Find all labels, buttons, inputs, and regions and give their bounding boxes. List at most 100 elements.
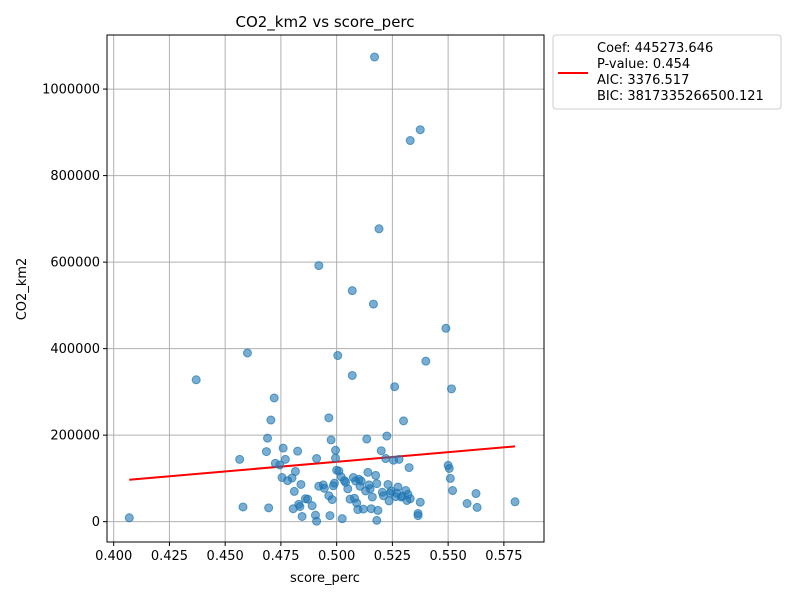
data-point xyxy=(372,479,382,489)
data-point xyxy=(261,447,271,457)
data-points xyxy=(124,52,520,526)
data-point xyxy=(367,492,377,502)
data-point xyxy=(347,370,357,380)
data-point xyxy=(337,514,347,524)
data-point xyxy=(307,501,317,511)
data-point xyxy=(238,502,248,512)
x-tick-label: 0.475 xyxy=(262,549,299,564)
data-point xyxy=(372,515,382,525)
data-point xyxy=(296,479,306,489)
data-point xyxy=(314,261,324,271)
x-tick-label: 0.575 xyxy=(485,549,522,564)
data-point xyxy=(191,375,201,385)
data-point xyxy=(303,494,313,504)
data-point xyxy=(275,460,285,470)
data-point xyxy=(343,484,353,494)
data-point xyxy=(295,502,305,512)
legend-pvalue: P-value: 0.454 xyxy=(597,57,690,72)
data-point xyxy=(312,454,322,464)
grid-lines xyxy=(107,35,544,542)
data-point xyxy=(373,505,383,515)
y-tick-label: 800000 xyxy=(50,169,100,184)
data-point xyxy=(235,454,245,464)
data-point xyxy=(331,445,341,455)
data-point xyxy=(365,484,375,494)
x-tick-label: 0.500 xyxy=(318,549,355,564)
data-point xyxy=(324,413,334,423)
data-point xyxy=(446,384,456,394)
x-tick-label: 0.425 xyxy=(151,549,188,564)
x-tick-label: 0.525 xyxy=(374,549,411,564)
data-point xyxy=(362,434,372,444)
legend-bic: BIC: 3817335266500.121 xyxy=(597,89,764,104)
data-point xyxy=(399,416,409,426)
data-point xyxy=(327,495,337,505)
data-point xyxy=(263,433,273,443)
y-tick-label: 200000 xyxy=(50,429,100,444)
data-point xyxy=(405,494,415,504)
y-tick-label: 1000000 xyxy=(42,83,100,98)
x-tick-label: 0.450 xyxy=(207,549,244,564)
plot-area-frame xyxy=(106,34,545,543)
data-point xyxy=(371,470,381,480)
data-point xyxy=(325,511,335,521)
data-point xyxy=(326,435,336,445)
y-tick-label: 600000 xyxy=(50,256,100,271)
data-point xyxy=(472,502,482,512)
data-point xyxy=(290,466,300,476)
y-axis-label: CO2_km2 xyxy=(15,258,30,321)
data-point xyxy=(374,224,384,234)
fit-line-layer xyxy=(129,445,516,481)
data-point xyxy=(347,286,357,296)
data-point xyxy=(393,482,403,492)
legend-box xyxy=(552,34,782,110)
data-point xyxy=(421,356,431,366)
data-point xyxy=(444,463,454,473)
data-point xyxy=(278,443,288,453)
data-point xyxy=(293,446,303,456)
x-axis-ticks: 0.400 0.425 0.450 0.475 0.500 0.525 0.550 0.575 xyxy=(95,542,522,564)
legend-coef: Coef: 445273.646 xyxy=(597,41,713,56)
y-axis-ticks: 0 200000 400000 600000 800000 1000000 xyxy=(42,83,107,530)
data-point xyxy=(415,497,425,507)
data-point xyxy=(462,498,472,508)
data-point xyxy=(415,125,425,135)
data-point xyxy=(510,497,520,507)
data-point xyxy=(404,463,414,473)
data-point xyxy=(390,382,400,392)
data-point xyxy=(333,351,343,361)
data-point xyxy=(329,478,339,488)
data-point xyxy=(280,454,290,464)
data-point xyxy=(264,503,274,513)
data-point xyxy=(413,508,423,518)
data-point xyxy=(312,516,322,526)
data-point xyxy=(269,393,279,403)
data-point xyxy=(356,476,366,486)
data-point xyxy=(297,511,307,521)
x-tick-label: 0.400 xyxy=(95,549,132,564)
data-point xyxy=(368,299,378,309)
y-tick-label: 400000 xyxy=(50,342,100,357)
data-point xyxy=(381,454,391,464)
data-point xyxy=(319,483,329,493)
data-point xyxy=(376,446,386,456)
data-point xyxy=(441,323,451,333)
data-point xyxy=(448,486,458,496)
data-point xyxy=(242,348,252,358)
data-point xyxy=(331,453,341,463)
data-point xyxy=(266,415,276,425)
data-point xyxy=(289,486,299,496)
data-point xyxy=(124,513,134,523)
fit-line xyxy=(129,445,516,481)
y-tick-label: 0 xyxy=(92,515,100,530)
data-point xyxy=(471,489,481,499)
chart-title: CO2_km2 vs score_perc xyxy=(235,13,414,32)
legend: Coef: 445273.646 P-value: 0.454 AIC: 337… xyxy=(552,34,782,110)
x-axis-label: score_perc xyxy=(290,571,360,586)
data-point xyxy=(394,454,404,464)
data-point xyxy=(370,52,380,62)
data-point xyxy=(382,431,392,441)
legend-aic: AIC: 3376.517 xyxy=(597,73,689,88)
data-point xyxy=(358,504,368,514)
